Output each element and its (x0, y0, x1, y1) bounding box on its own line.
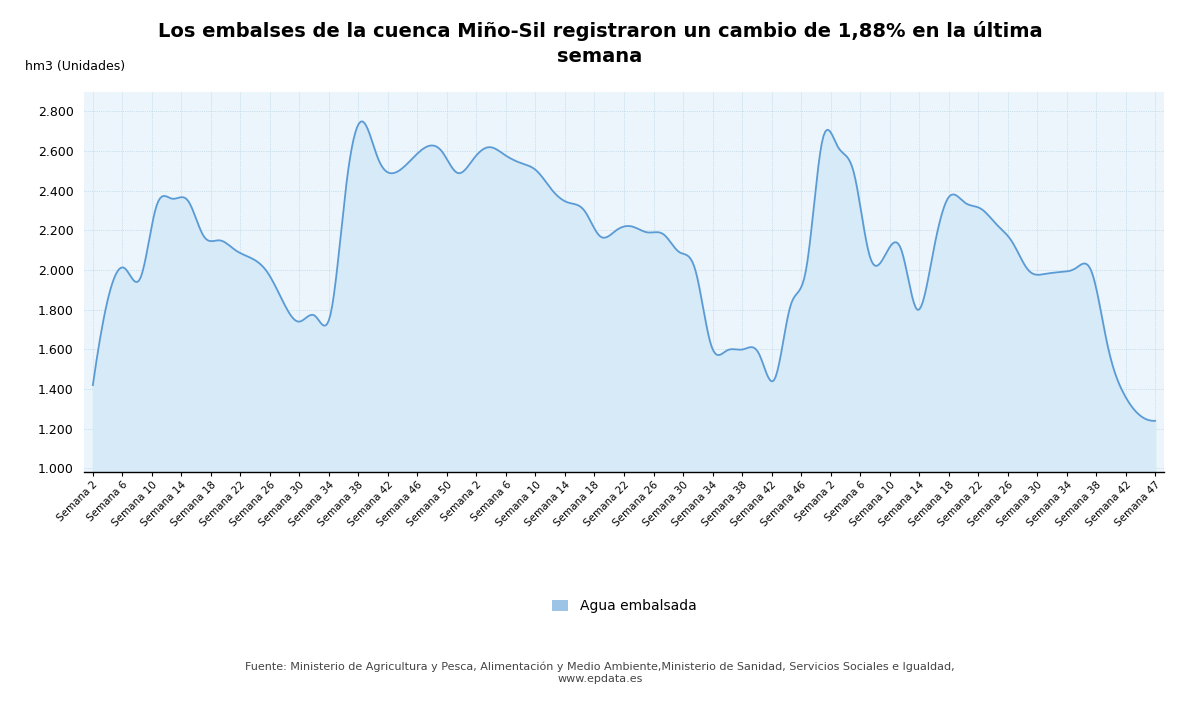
Text: Los embalses de la cuenca Miño-Sil registraron un cambio de 1,88% en la última
s: Los embalses de la cuenca Miño-Sil regis… (157, 21, 1043, 66)
Text: hm3 (Unidades): hm3 (Unidades) (25, 60, 125, 73)
Text: Fuente: Ministerio de Agricultura y Pesca, Alimentación y Medio Ambiente,Ministe: Fuente: Ministerio de Agricultura y Pesc… (245, 662, 955, 684)
Legend: Agua embalsada: Agua embalsada (546, 594, 702, 618)
